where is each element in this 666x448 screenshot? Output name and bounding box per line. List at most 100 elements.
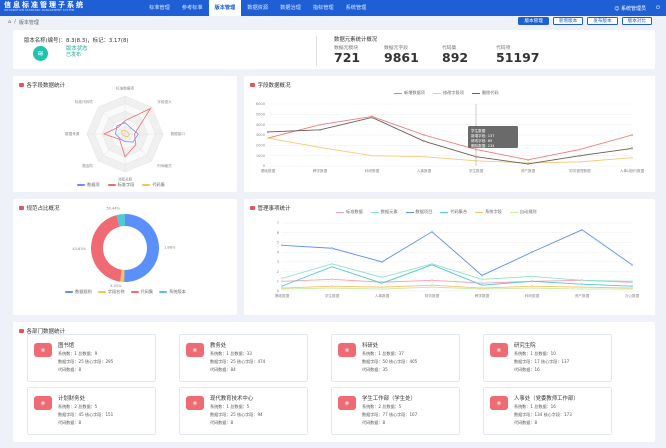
line2-title: 管理事项统计 [257,206,291,212]
nav-item-system[interactable]: 系统管理 [345,5,367,11]
nav-item-reference[interactable]: 参考标准 [181,5,203,11]
publish-version-button[interactable]: 发布版本 [587,17,618,25]
radar-axis-label: 流程关联 [118,177,133,182]
nav-item-version[interactable]: 版本管理 [208,0,242,16]
data-point [530,275,534,278]
stat-fields: 数据元字段 9861 [384,46,419,65]
data-point [422,140,426,143]
x-tick-label: 人事(组织)数据 [620,168,645,173]
data-point [318,128,322,131]
chart-icon [19,82,24,88]
tooltip-line: 新增字段: 137 [471,133,495,138]
y-tick-label: 4000 [256,123,266,127]
data-point [430,230,434,233]
data-point [526,158,530,161]
data-point [380,286,384,289]
department-card: 各部门数据统计 ▦ 图书馆 系统数：1 总数据：9 数据字段：25 核心字段：295 代… [13,322,655,442]
data-point [422,155,426,158]
data-point [380,276,384,279]
y-tick-label: 1000 [256,154,266,158]
data-point [630,288,634,291]
donut-slice-1 [120,269,125,282]
nav-item-standard[interactable]: 标准管理 [149,5,170,11]
top-right-tools: ☺ 系统管理员 ⏻ [614,0,660,16]
x-tick-label: 科研数据 [365,168,380,173]
x-tick-label: 基础数据 [261,168,276,173]
data-point [370,154,374,157]
divider [316,36,317,66]
data-point [430,286,434,289]
data-point [578,148,582,151]
radar-axis-label: 标准数据项 [116,85,134,90]
department-stat: 系统数：2 总数据：5 [58,404,98,409]
data-point [318,123,322,126]
logout-icon[interactable]: ⏻ [656,5,660,11]
data-point [630,147,634,150]
department-stat: 代码数据：8 [514,420,538,425]
fields-line-card: 字段数据概况 新增数据项 修改字段项 删除代码 6000 5000 4000 3000… [244,76,655,192]
version-name: 版本名称(编号)：8.3(8.3)，标记：3.17(8) [24,38,129,44]
nav-item-resource[interactable]: 数据资源 [247,5,269,11]
radar-axis [124,106,153,135]
top-bar: 信息标准管理子系统 INFORMATION STANDARD MANAGEMEN… [0,0,666,16]
department-stat: 系统数：1 总数据：10 [514,351,556,356]
radar-axis [97,133,126,162]
radar-axis-label: 时间格式 [157,163,172,168]
breadcrumb-current: 版本管理 [18,19,39,26]
home-icon[interactable]: ⌂ [8,19,12,25]
data-point [280,277,284,280]
department-item[interactable]: ▦ 现代教育技术中心 系统数：1 总数据：5 数据字段：25 核心字段：94 代码数据：… [179,387,308,435]
department-item[interactable]: ▦ 人事处（党委教师工作部） 系统数：1 总数据：16 数据字段：134 核心字段：1… [483,387,612,435]
version-state: 版本状态 已发布 [66,46,88,58]
x-tick-label: 科研数据 [525,293,540,298]
data-point [630,285,634,288]
department-item[interactable]: ▦ 科研处 系统数：1 总数据：37 数据字段：50 核心字段：405 代码数据：35 [331,334,460,382]
department-item[interactable]: ▦ 计划财务处 系统数：2 总数据：5 数据字段：45 核心字段：151 代码数据：8 [27,387,156,435]
department-item[interactable]: ▦ 学生工作部（学生处） 系统数：2 总数据：5 数据字段：77 核心字段：167 代码… [331,387,460,435]
stats-title: 数据元素统计概况 [334,37,378,43]
tooltip-line: 学生数据 [471,128,486,133]
x-tick-label: 人事数据 [417,168,432,173]
x-tick-label: 资产数据 [521,168,536,173]
data-point [630,156,634,159]
department-item[interactable]: ▦ 图书馆 系统数：1 总数据：9 数据字段：25 核心字段：295 代码数据：8 [27,334,156,382]
building-icon: ▦ [186,396,204,410]
breadcrumb: ⌂ / 版本管理 [8,18,39,26]
chart-icon [19,205,24,211]
department-item[interactable]: ▦ 研究生院 系统数：1 总数据：10 数据字段：17 核心字段：137 代码数据：16 [483,334,612,382]
data-point [526,162,530,165]
x-tick-label: 学生数据 [469,168,484,173]
data-point [580,286,584,289]
data-point [330,278,334,281]
breadcrumb-separator: / [14,19,16,25]
radar-axis-label: 字段语义 [157,99,172,104]
compare-version-button[interactable]: 版本对比 [621,17,652,25]
y-tick-label: 5000 [256,113,266,117]
radar-axis-label: 表结构 [82,163,93,168]
nav-item-indicator[interactable]: 指标管理 [312,5,334,11]
donut-legend: 数据规则 字段名称 代码集 系统版本 [65,289,186,295]
data-point [530,287,534,290]
department-name: 研究生院 [514,343,536,349]
department-item[interactable]: ▦ 教务处 系统数：1 总数据：33 数据字段：25 核心字段：474 代码数据：84 [179,334,308,382]
department-stat: 数据字段：25 核心字段：94 [210,412,263,417]
app-logo: 信息标准管理子系统 INFORMATION STANDARD MANAGEMEN… [4,1,144,13]
add-version-button[interactable]: 新增版本 [552,17,584,25]
department-name: 学生工作部（学生处） [362,396,416,402]
user-menu[interactable]: ☺ 系统管理员 [614,5,647,12]
app-title: 信息标准管理子系统 [4,1,85,9]
nav-item-governance[interactable]: 数据治理 [280,5,301,11]
radar-series-0 [115,122,139,143]
radar-card: 各字段数据统计 标准数据项 字段语义 数据接口 时间格式 流程关联 表结构 数据来源 标准代码… [13,76,237,192]
series-line-1 [267,137,633,164]
series-line-2 [267,116,633,165]
y-tick-label: 0 [277,289,280,293]
y-tick-label: 2000 [256,144,266,148]
y-tick-label: 5 [277,241,279,245]
data-point [318,146,322,149]
version-manage-button[interactable]: 版本管理 [518,17,549,25]
donut-label: 43.63% [72,247,86,251]
department-stat: 系统数：1 总数据：9 [58,351,98,356]
